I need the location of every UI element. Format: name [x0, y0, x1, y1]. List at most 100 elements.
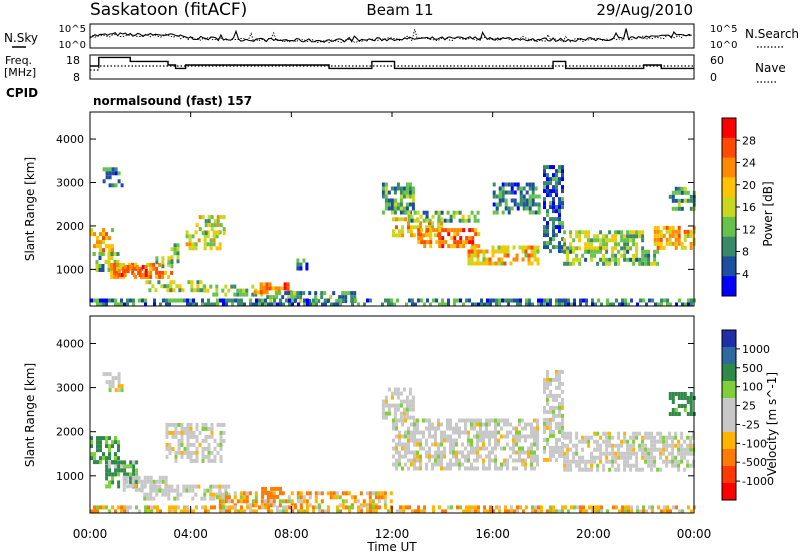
data-cell [540, 302, 543, 307]
data-cell [189, 298, 192, 303]
data-cell [396, 387, 400, 392]
data-cell [113, 270, 117, 275]
data-cell [534, 505, 537, 510]
data-cell [174, 450, 178, 455]
data-cell [662, 439, 666, 444]
data-cell [138, 509, 141, 514]
data-cell [380, 495, 384, 500]
data-cell [204, 302, 207, 307]
data-cell [306, 505, 309, 510]
data-cell [686, 443, 690, 448]
data-cell [453, 236, 457, 241]
data-cell [549, 509, 552, 514]
data-cell [624, 505, 627, 510]
data-cell [629, 447, 633, 452]
data-cell [515, 442, 518, 447]
data-cell [116, 270, 120, 275]
data-cell [689, 241, 693, 246]
data-cell [546, 173, 549, 178]
data-cell [543, 429, 546, 434]
data-cell [239, 491, 243, 496]
data-cell [546, 185, 549, 190]
data-cell [251, 284, 255, 289]
data-cell [366, 505, 369, 510]
data-cell [161, 260, 165, 265]
data-cell [516, 202, 520, 207]
data-cell [407, 458, 410, 463]
data-cell [552, 221, 555, 226]
data-cell [561, 298, 564, 303]
data-cell [455, 450, 458, 455]
data-cell [324, 509, 327, 514]
data-cell [168, 430, 172, 435]
data-cell [480, 298, 483, 303]
data-cell [533, 434, 536, 439]
data-cell [189, 442, 193, 447]
data-cell [462, 509, 465, 514]
data-cell [416, 210, 420, 215]
data-cell [662, 245, 666, 250]
data-cell [567, 302, 570, 307]
data-cell [296, 258, 300, 263]
data-cell [428, 430, 431, 435]
data-cell [615, 298, 618, 303]
data-cell [399, 403, 403, 408]
data-cell [351, 298, 354, 303]
data-cell [402, 399, 406, 404]
data-cell [666, 505, 669, 510]
data-cell [497, 418, 500, 423]
data-cell [555, 373, 558, 378]
data-cell [320, 295, 324, 300]
data-cell [122, 270, 126, 275]
data-cell [105, 302, 108, 307]
data-cell [383, 491, 387, 496]
data-cell [396, 391, 400, 396]
data-cell [120, 183, 124, 188]
data-cell [264, 505, 267, 510]
data-cell [476, 442, 479, 447]
data-cell [369, 505, 372, 510]
data-cell [129, 460, 133, 465]
data-cell [455, 442, 458, 447]
data-cell [683, 237, 687, 242]
data-cell [543, 241, 546, 246]
data-cell [677, 225, 681, 230]
data-cell [195, 450, 199, 455]
data-cell [504, 198, 508, 203]
y-tick-label: 3000 [56, 177, 84, 190]
data-cell [507, 210, 511, 215]
data-cell [398, 462, 401, 467]
data-cell [620, 234, 624, 239]
data-cell [99, 302, 102, 307]
data-cell [512, 434, 515, 439]
data-cell [218, 242, 222, 247]
data-cell [360, 505, 363, 510]
data-cell [246, 505, 249, 510]
data-cell [522, 186, 526, 191]
data-cell [408, 194, 412, 199]
data-cell [593, 234, 597, 239]
data-cell [153, 298, 156, 303]
data-cell [689, 206, 693, 211]
data-cell [140, 266, 144, 271]
data-cell [677, 229, 681, 234]
data-cell [677, 198, 681, 203]
data-cell [176, 492, 180, 497]
data-cell [264, 486, 268, 491]
data-cell [533, 438, 536, 443]
data-cell [143, 492, 147, 497]
data-cell [222, 422, 226, 427]
data-cell [578, 455, 582, 460]
data-cell [575, 435, 579, 440]
data-cell [134, 483, 138, 488]
data-cell [387, 206, 391, 211]
data-cell [471, 302, 474, 307]
data-cell [152, 262, 156, 267]
data-cell [123, 472, 127, 477]
data-cell [494, 434, 497, 439]
data-cell [308, 503, 312, 508]
data-cell [513, 298, 516, 303]
data-cell [207, 298, 210, 303]
data-cell [671, 435, 675, 440]
data-cell [446, 418, 449, 423]
